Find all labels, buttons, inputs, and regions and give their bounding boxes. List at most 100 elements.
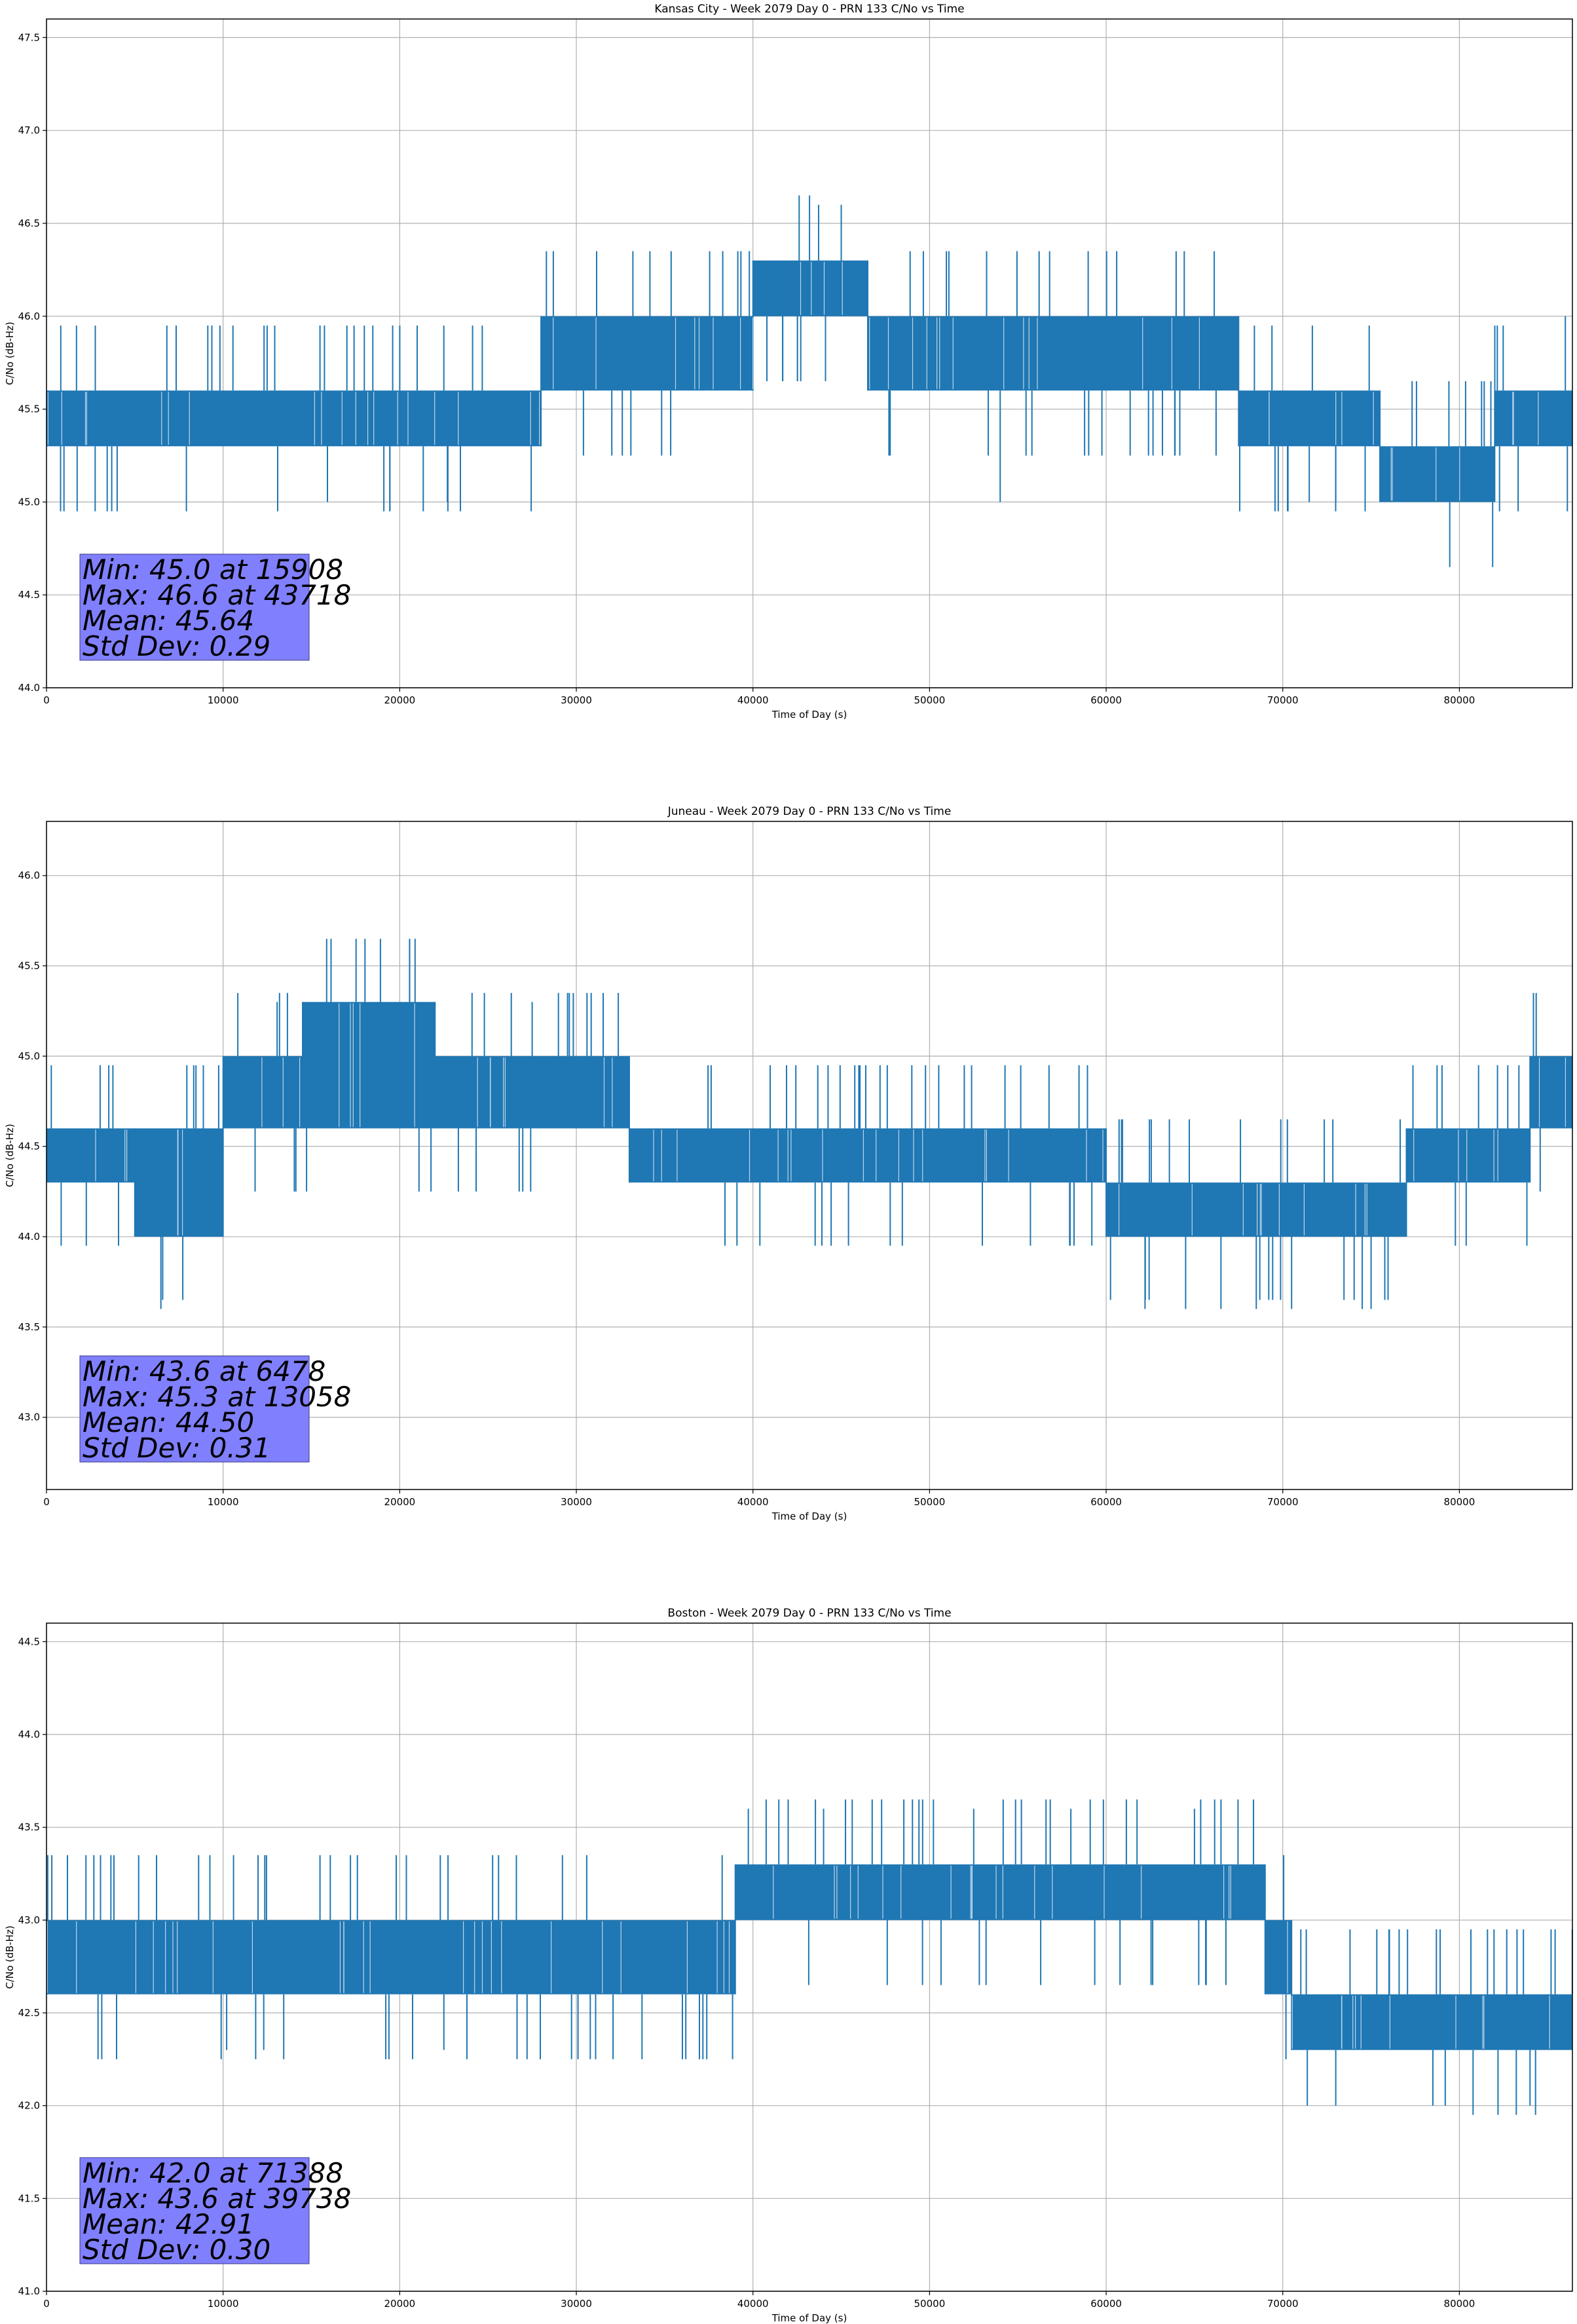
x-tick-label: 70000	[1267, 1496, 1299, 1508]
data-band	[735, 1864, 1265, 1921]
data-band-gap	[800, 261, 843, 315]
stats-line: Mean: 44.50	[83, 1406, 254, 1438]
data-band-gap	[1512, 392, 1539, 445]
data-band-gap	[773, 1865, 1231, 1919]
x-tick-label: 0	[43, 694, 50, 706]
chart-panel-1: Kansas City - Week 2079 Day 0 - PRN 133 …	[4, 3, 1573, 721]
y-tick-label: 41.5	[18, 2192, 40, 2204]
data-band	[752, 260, 868, 316]
data-flicker	[457, 992, 620, 1192]
data-band	[1406, 1128, 1531, 1183]
data-band-gap	[47, 392, 540, 445]
data-flicker	[306, 939, 432, 1192]
data-band	[46, 1128, 135, 1183]
data-band	[303, 1002, 436, 1129]
data-band-gap	[1390, 447, 1460, 501]
data-band-gap	[553, 317, 754, 390]
x-axis-label: Time of Day (s)	[771, 1510, 847, 1522]
stats-line: Std Dev: 0.29	[83, 630, 270, 662]
x-tick-label: 60000	[1090, 694, 1122, 706]
data-flicker	[50, 1065, 119, 1246]
data-band	[1238, 390, 1381, 447]
data-band-gap	[653, 1129, 1104, 1182]
data-flicker	[1300, 1929, 1573, 2115]
x-tick-label: 30000	[561, 694, 592, 706]
stats-line: Max: 46.6 at 43718	[83, 579, 351, 611]
y-tick-label: 41.0	[18, 2285, 40, 2297]
data-band	[867, 316, 1239, 391]
x-tick-label: 70000	[1267, 2298, 1299, 2310]
x-axis-label: Time of Day (s)	[771, 709, 847, 721]
y-tick-label: 44.5	[18, 1140, 40, 1152]
x-tick-label: 80000	[1444, 2298, 1475, 2310]
stats-line: Std Dev: 0.30	[83, 2234, 270, 2266]
data-flicker	[1411, 381, 1494, 567]
y-tick-label: 44.0	[18, 1231, 40, 1243]
data-band-gap	[1119, 1184, 1367, 1236]
data-band	[134, 1128, 223, 1237]
data-flicker	[1109, 1119, 1401, 1300]
y-tick-label: 45.5	[18, 960, 40, 972]
y-tick-label: 43.0	[18, 1914, 40, 1926]
x-tick-label: 10000	[208, 2298, 239, 2310]
data-band	[1380, 446, 1495, 502]
stats-line: Min: 43.6 at 6478	[83, 1355, 325, 1387]
data-flicker	[1532, 992, 1541, 1192]
data-flicker	[237, 992, 297, 1192]
x-axis-label: Time of Day (s)	[771, 2312, 847, 2324]
data-flicker	[888, 251, 1217, 456]
plot-frame	[46, 1622, 1573, 2292]
data-band	[46, 390, 542, 447]
x-tick-label: 30000	[561, 1496, 592, 1508]
y-tick-label: 47.0	[18, 124, 40, 136]
data-band	[1494, 390, 1572, 447]
data-flicker	[707, 1065, 1093, 1246]
x-tick-label: 20000	[384, 2298, 415, 2310]
y-tick-label: 44.5	[18, 1636, 40, 1647]
data-flicker	[162, 1065, 219, 1300]
data-band	[223, 1056, 303, 1129]
x-tick-label: 60000	[1090, 1496, 1122, 1508]
x-tick-label: 0	[43, 2298, 50, 2310]
chart-panel-2: Juneau - Week 2079 Day 0 - PRN 133 C/No …	[4, 805, 1573, 1522]
plot-frame	[46, 821, 1573, 1490]
stats-line: Std Dev: 0.31	[83, 1432, 270, 1464]
y-tick-label: 45.5	[18, 403, 40, 415]
data-band-gap	[1269, 392, 1374, 445]
stats-line: Max: 43.6 at 39738	[83, 2183, 351, 2215]
data-band	[1291, 1994, 1572, 2050]
x-tick-label: 40000	[737, 1496, 769, 1508]
y-tick-label: 44.0	[18, 1729, 40, 1740]
y-tick-label: 46.5	[18, 217, 40, 229]
x-tick-label: 0	[43, 1496, 50, 1508]
y-tick-label: 42.5	[18, 2007, 40, 2019]
data-flicker	[766, 195, 826, 381]
data-flicker	[546, 251, 751, 456]
data-flicker	[46, 1855, 733, 2059]
data-band	[435, 1056, 629, 1129]
y-tick-label: 43.5	[18, 1822, 40, 1833]
y-axis-label: C/No (dB-Hz)	[4, 1926, 16, 1989]
y-tick-label: 43.0	[18, 1412, 40, 1423]
y-tick-label: 46.0	[18, 870, 40, 882]
x-tick-label: 80000	[1444, 694, 1475, 706]
stats-line: Min: 42.0 at 71388	[83, 2157, 343, 2189]
x-tick-label: 20000	[384, 694, 415, 706]
x-tick-label: 10000	[208, 694, 239, 706]
data-band-gap	[46, 1921, 730, 1993]
stats-line: Min: 45.0 at 15908	[83, 553, 343, 586]
data-band-gap	[477, 1057, 613, 1127]
y-tick-label: 46.0	[18, 310, 40, 322]
data-flicker	[60, 326, 532, 512]
y-tick-label: 43.5	[18, 1321, 40, 1333]
data-flicker	[1283, 1855, 1287, 2059]
chart-title: Juneau - Week 2079 Day 0 - PRN 133 C/No …	[667, 805, 952, 818]
stats-box	[79, 553, 310, 661]
data-band	[629, 1128, 1107, 1183]
chart-title: Boston - Week 2079 Day 0 - PRN 133 C/No …	[667, 1607, 951, 1620]
data-band-gap	[1538, 1057, 1566, 1127]
x-tick-label: 50000	[914, 694, 946, 706]
data-band-gap	[95, 1129, 128, 1182]
stats-line: Mean: 42.91	[83, 2208, 254, 2240]
